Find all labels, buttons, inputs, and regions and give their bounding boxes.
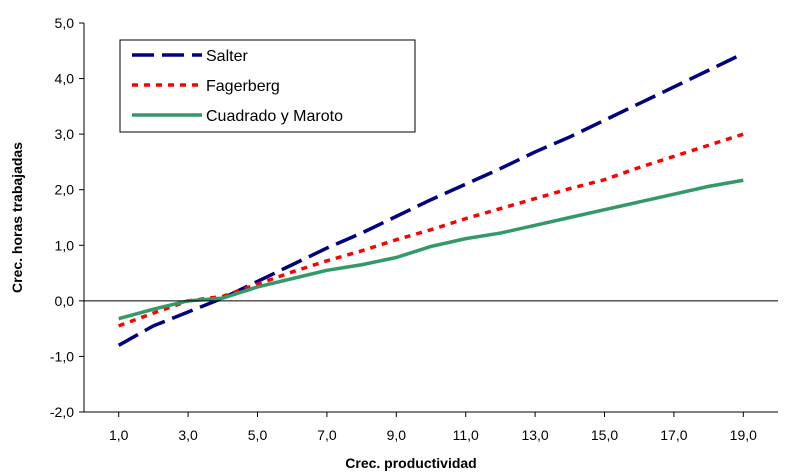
- x-axis-ticks: 1,0 3,0 5,0 7,0 9,0 11,0 13,0 15,0 17,0 19,0: [109, 412, 757, 443]
- y-tick-label: 4,0: [55, 71, 75, 87]
- x-tick-label: 13,0: [521, 427, 548, 443]
- x-tick-label: 3,0: [178, 427, 198, 443]
- series-line-1: [117, 51, 745, 347]
- legend-label-3: Cuadrado y Maroto: [206, 108, 343, 125]
- y-tick-label: -1,0: [50, 348, 74, 364]
- series-layer: [117, 51, 745, 347]
- y-axis-title: Crec. horas trabajadas: [9, 142, 25, 293]
- x-tick-label: 5,0: [248, 427, 268, 443]
- y-tick-label: -2,0: [50, 404, 74, 420]
- legend: Salter Fagerberg Cuadrado y Maroto: [119, 39, 416, 133]
- x-axis-title: Crec. productividad: [345, 455, 476, 471]
- x-tick-label: 17,0: [660, 427, 687, 443]
- y-tick-label: 1,0: [55, 237, 75, 253]
- x-tick-label: 19,0: [730, 427, 757, 443]
- x-tick-label: 1,0: [109, 427, 129, 443]
- series-line-3: [118, 178, 744, 321]
- x-tick-label: 7,0: [317, 427, 337, 443]
- y-tick-label: 0,0: [55, 293, 75, 309]
- y-tick-label: 3,0: [55, 126, 75, 142]
- y-tick-label: 2,0: [55, 182, 75, 198]
- x-tick-label: 15,0: [591, 427, 618, 443]
- series-line-2: [118, 132, 744, 328]
- x-tick-label: 9,0: [387, 427, 407, 443]
- legend-label-1: Salter: [206, 48, 248, 65]
- y-axis-ticks: -2,0 -1,0 0,0 1,0 2,0 3,0 4,0 5,0: [50, 15, 84, 420]
- x-tick-label: 11,0: [453, 427, 479, 443]
- legend-label-2: Fagerberg: [206, 78, 280, 95]
- y-tick-label: 5,0: [55, 15, 75, 31]
